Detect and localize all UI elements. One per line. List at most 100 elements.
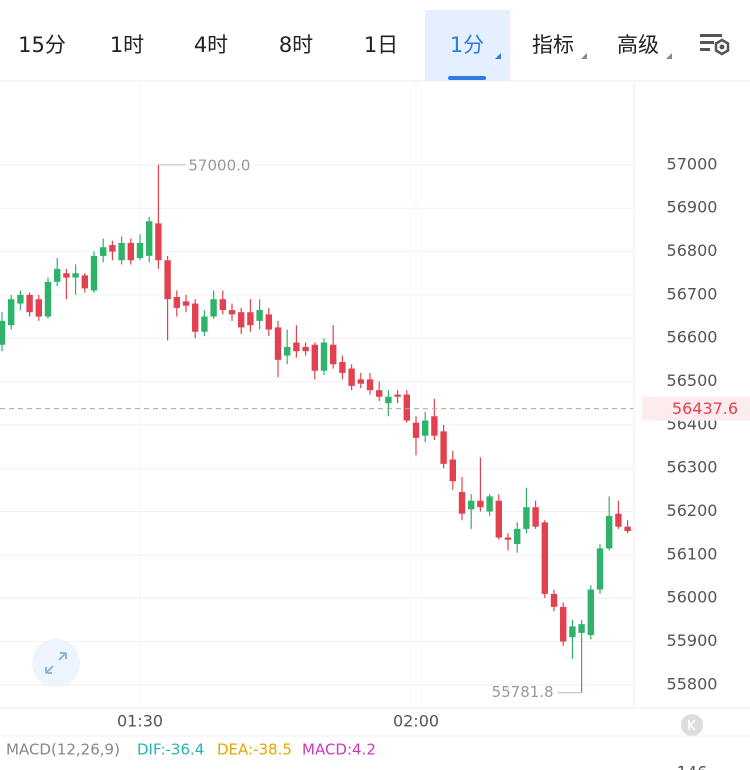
active-tab-underline [448,76,486,80]
candle-body [385,396,392,404]
candle-body [458,492,466,514]
tab[interactable]: 4时 [194,33,228,57]
candle-body [431,416,438,436]
y-tick-label: 56500 [667,371,718,390]
y-tick-label: 55900 [667,631,718,650]
candle-body [394,394,401,397]
candle-body [228,310,236,315]
candle-body [35,299,42,317]
candle-body [523,507,530,529]
dropdown-arrow [495,53,501,59]
candle-body [366,379,374,391]
candle-body [118,242,125,261]
candle-body [311,344,318,371]
last-price-box [642,396,750,421]
candle-body [541,522,548,594]
x-tick-label: 02:00 [393,712,439,731]
candle-body [412,422,420,438]
reset-icon [688,719,696,731]
candle-body [615,513,622,527]
expand-button[interactable] [32,639,80,687]
candle-body [284,346,291,356]
candle-body [477,500,484,508]
tab[interactable]: 高级 [617,33,659,57]
candle-body [219,299,226,311]
reset-button[interactable] [681,714,703,736]
candle-body [274,327,282,360]
macd-axis-label: 146 [677,763,708,770]
candle-body [606,515,613,549]
candle-body [468,500,475,510]
candle-body [201,316,208,332]
tab[interactable]: 1时 [110,33,144,57]
candle-body [109,245,116,252]
candle-body [302,346,309,352]
candle-body [486,496,493,512]
candle-body [100,247,107,256]
candle-body [63,273,70,278]
high-marker-label: 57000.0 [188,156,250,174]
candle-body [210,299,217,317]
candle-body [26,294,33,313]
candle-body [8,299,15,326]
candle-body [127,242,134,261]
low-marker-label: 55781.8 [492,683,554,701]
candle-body [146,221,153,256]
tab[interactable]: 1日 [364,33,398,57]
y-tick-label: 56800 [667,241,718,260]
settings-icon[interactable] [700,34,730,56]
candle-body [578,624,585,633]
icon-bar [700,48,710,51]
candle-body [173,297,180,308]
macd-dif: DIF:-36.4 [137,741,204,759]
tab[interactable]: 8时 [279,33,313,57]
y-tick-label: 56700 [667,284,718,303]
tab[interactable]: 1分 [450,33,484,57]
candle-body [550,593,558,607]
macd-dea: DEA:-38.5 [217,741,292,759]
candle-body [440,431,447,464]
candle-body [587,589,594,636]
candle-body [0,320,6,345]
tab[interactable]: 指标 [532,33,574,57]
candle-body [155,223,162,261]
candle-body [560,606,567,642]
candle-body [72,273,79,278]
icon-bar [700,41,714,44]
tab[interactable]: 15分 [18,33,66,57]
candle-body [532,507,539,527]
candle-body [17,294,24,304]
dropdown-arrow [581,53,587,59]
candle-body [596,548,604,590]
candle-body [339,362,346,373]
candle-body [164,260,171,300]
active-tab-bg [425,10,510,81]
candle-body [504,537,512,540]
candle-body [247,312,254,326]
candle-body [330,344,337,365]
tab-bar: 15分 1时 4时 8时 1日 1分 指标 高级 [18,10,672,81]
candle-body [357,379,364,384]
macd-value: MACD:4.2 [302,741,376,759]
y-tick-label: 56000 [667,588,718,607]
candle-body [348,368,355,386]
dropdown-arrow [666,53,672,59]
icon-bar [700,34,722,37]
y-tick-label: 56900 [667,198,718,217]
candle-body [514,528,521,545]
y-tick-label: 57000 [667,154,718,173]
candle-body [256,310,263,321]
candle-body [90,255,98,291]
candle-body [376,390,383,397]
last-price-label: 56437.6 [672,399,738,418]
candle-body [81,275,88,289]
y-tick-label: 56100 [667,544,718,563]
y-tick-label: 56600 [667,328,718,347]
candle-body [624,526,631,532]
candle-body [136,242,144,259]
candle-body [569,626,576,638]
candle-body [422,420,429,436]
candle-body [182,301,190,306]
